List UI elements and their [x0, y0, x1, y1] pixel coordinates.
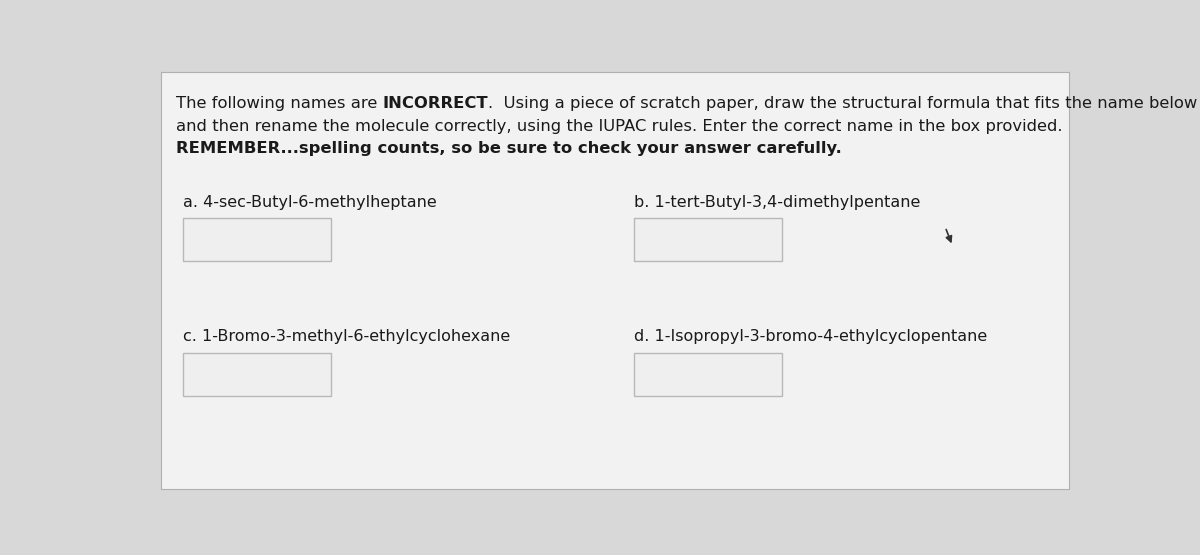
Text: d. 1-Isopropyl-3-bromo-4-ethylcyclopentane: d. 1-Isopropyl-3-bromo-4-ethylcyclopenta…	[634, 329, 986, 344]
FancyBboxPatch shape	[634, 353, 782, 396]
Text: c. 1-Bromo-3-methyl-6-ethylcyclohexane: c. 1-Bromo-3-methyl-6-ethylcyclohexane	[182, 329, 510, 344]
Text: a. 4-sec-Butyl-6-methylheptane: a. 4-sec-Butyl-6-methylheptane	[182, 195, 437, 210]
FancyBboxPatch shape	[634, 218, 782, 261]
Text: The following names are: The following names are	[176, 97, 383, 112]
Text: REMEMBER...spelling counts, so be sure to check your answer carefully.: REMEMBER...spelling counts, so be sure t…	[176, 141, 841, 156]
FancyBboxPatch shape	[182, 218, 331, 261]
Text: .  Using a piece of scratch paper, draw the structural formula that fits the nam: . Using a piece of scratch paper, draw t…	[488, 97, 1198, 112]
Text: b. 1-tert-Butyl-3,4-dimethylpentane: b. 1-tert-Butyl-3,4-dimethylpentane	[634, 195, 920, 210]
FancyBboxPatch shape	[161, 72, 1069, 489]
Text: and then rename the molecule correctly, using the IUPAC rules. Enter the correct: and then rename the molecule correctly, …	[176, 119, 1062, 134]
Text: INCORRECT: INCORRECT	[383, 97, 488, 112]
FancyBboxPatch shape	[182, 353, 331, 396]
